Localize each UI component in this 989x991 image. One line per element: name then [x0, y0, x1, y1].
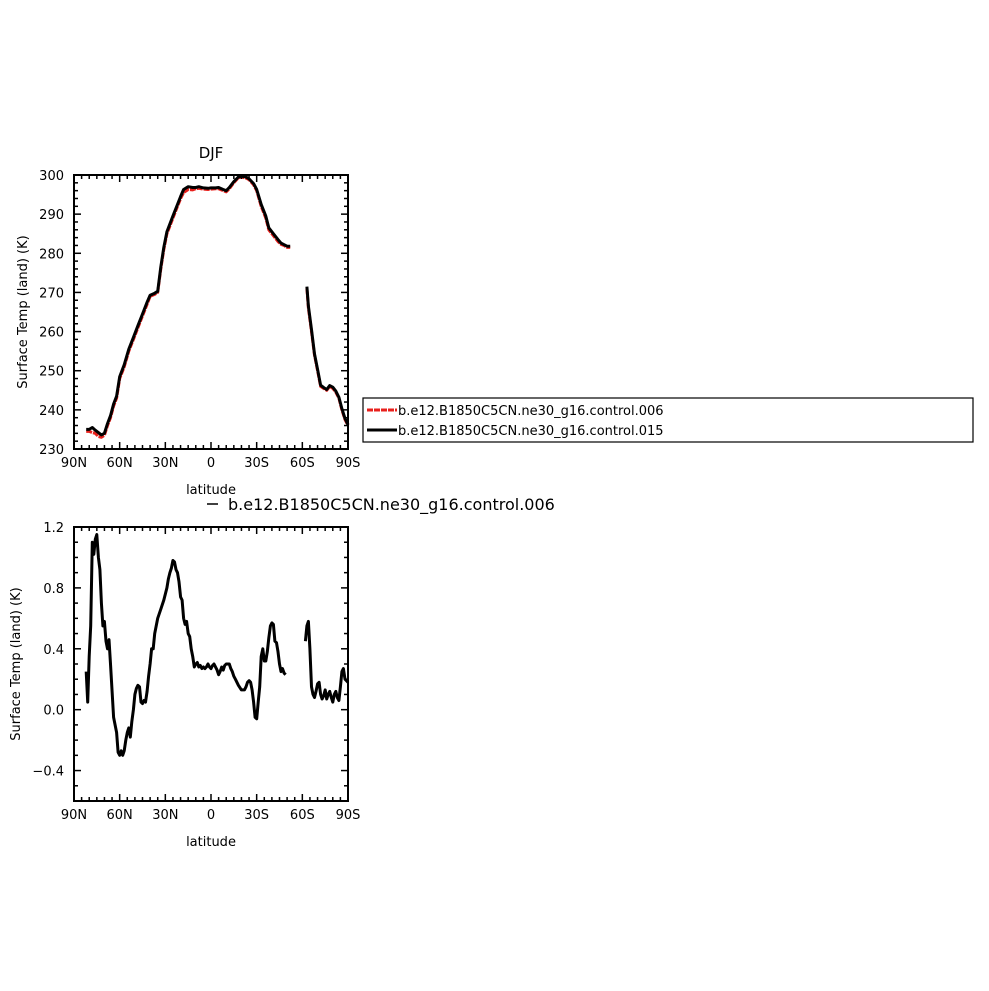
x-tick-label: 60N — [107, 808, 133, 823]
legend-entry-1: b.e12.B1850C5CN.ne30_g16.control.006 — [398, 404, 664, 419]
x-tick-label: 60S — [290, 808, 315, 823]
legend-box — [362, 397, 974, 443]
bottom-panel: 90N 60N 30N 0 30S 60S 90S 1.2 0.8 0.4 0.0 −0.4 latit… — [9, 495, 555, 850]
series-line-2-segment-2 — [305, 286, 350, 426]
y-tick-label: 300 — [39, 169, 64, 184]
x-tick-label: 30S — [244, 808, 269, 823]
y-tick-label: 260 — [39, 326, 64, 341]
y-tick-label: 230 — [39, 443, 64, 458]
x-tick-label: 90S — [336, 808, 361, 823]
y-axis-label: Surface Temp (land) (K) — [9, 587, 24, 740]
x-tick-label: 60S — [290, 456, 315, 471]
y-tick-label: 280 — [39, 247, 64, 262]
top-legend: b.e12.B1850C5CN.ne30_g16.control.006 b.e1… — [362, 397, 974, 443]
x-tick-label: 90S — [336, 456, 361, 471]
x-tick-label: 30S — [244, 456, 269, 471]
plot-frame — [73, 174, 349, 450]
chart-title: DJF — [199, 144, 224, 162]
x-tick-label: 90N — [61, 456, 87, 471]
legend-entry: b.e12.B1850C5CN.ne30_g16.control.006 — [228, 495, 555, 515]
y-tick-label: 0.0 — [43, 704, 64, 719]
x-tick-label: 30N — [152, 456, 178, 471]
x-axis-label: latitude — [186, 483, 236, 498]
y-tick-label: 1.2 — [43, 521, 64, 536]
y-tick-label: 0.4 — [43, 643, 64, 658]
legend-entry-2: b.e12.B1850C5CN.ne30_g16.control.015 — [398, 424, 664, 439]
x-tick-label: 60N — [107, 456, 133, 471]
x-tick-label: 0 — [207, 808, 215, 823]
series-line-1-segment-1 — [84, 533, 287, 757]
y-tick-label: 270 — [39, 286, 64, 301]
x-tick-label: 90N — [61, 808, 87, 823]
y-tick-label: 0.8 — [43, 582, 64, 597]
top-panel: 90N 60N 30N 0 30S 60S 90S 230 240 250 260 270 280 290… — [16, 144, 360, 498]
series-line-2-segment-1 — [86, 174, 291, 437]
x-axis-label: latitude — [186, 835, 236, 850]
y-tick-label: 250 — [39, 365, 64, 380]
y-tick-label: 240 — [39, 404, 64, 419]
x-tick-label: 30N — [152, 808, 178, 823]
series-line-1-segment-2 — [303, 619, 350, 704]
plot-frame — [73, 526, 349, 802]
x-tick-label: 0 — [207, 456, 215, 471]
y-axis-label: Surface Temp (land) (K) — [16, 235, 31, 388]
y-tick-label: 290 — [39, 208, 64, 223]
y-tick-label: −0.4 — [32, 765, 64, 780]
